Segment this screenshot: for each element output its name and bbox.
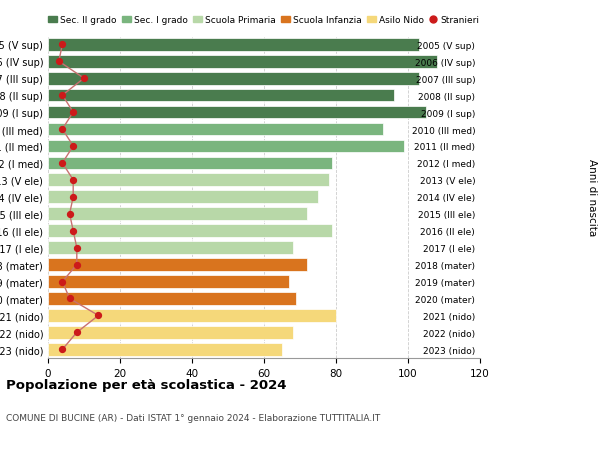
Bar — [48, 208, 307, 221]
Bar — [48, 90, 394, 102]
Point — [58, 160, 67, 167]
Point — [68, 177, 78, 184]
Text: COMUNE DI BUCINE (AR) - Dati ISTAT 1° gennaio 2024 - Elaborazione TUTTITALIA.IT: COMUNE DI BUCINE (AR) - Dati ISTAT 1° ge… — [6, 413, 380, 422]
Bar — [48, 225, 332, 238]
Bar — [48, 326, 293, 339]
Bar — [48, 56, 437, 68]
Bar — [48, 191, 318, 204]
Bar — [48, 123, 383, 136]
Text: Anni di nascita: Anni di nascita — [587, 159, 597, 236]
Point — [72, 245, 82, 252]
Bar — [48, 174, 329, 187]
Point — [58, 92, 67, 100]
Bar — [48, 343, 282, 356]
Bar — [48, 39, 419, 51]
Point — [72, 329, 82, 336]
Point — [54, 58, 64, 66]
Legend: Sec. II grado, Sec. I grado, Scuola Primaria, Scuola Infanzia, Asilo Nido, Stran: Sec. II grado, Sec. I grado, Scuola Prim… — [45, 13, 483, 29]
Bar — [48, 242, 293, 254]
Point — [65, 295, 74, 302]
Point — [68, 228, 78, 235]
Bar — [48, 309, 336, 322]
Point — [94, 312, 103, 319]
Bar — [48, 140, 404, 153]
Point — [72, 261, 82, 269]
Text: Popolazione per età scolastica - 2024: Popolazione per età scolastica - 2024 — [6, 379, 287, 392]
Point — [58, 278, 67, 285]
Bar — [48, 292, 296, 305]
Bar — [48, 157, 332, 170]
Point — [65, 211, 74, 218]
Bar — [48, 73, 419, 85]
Bar — [48, 259, 307, 271]
Point — [79, 75, 89, 83]
Point — [58, 41, 67, 49]
Point — [58, 126, 67, 134]
Point — [68, 194, 78, 201]
Bar — [48, 275, 289, 288]
Point — [68, 109, 78, 117]
Bar — [48, 106, 426, 119]
Point — [58, 346, 67, 353]
Point — [68, 143, 78, 150]
